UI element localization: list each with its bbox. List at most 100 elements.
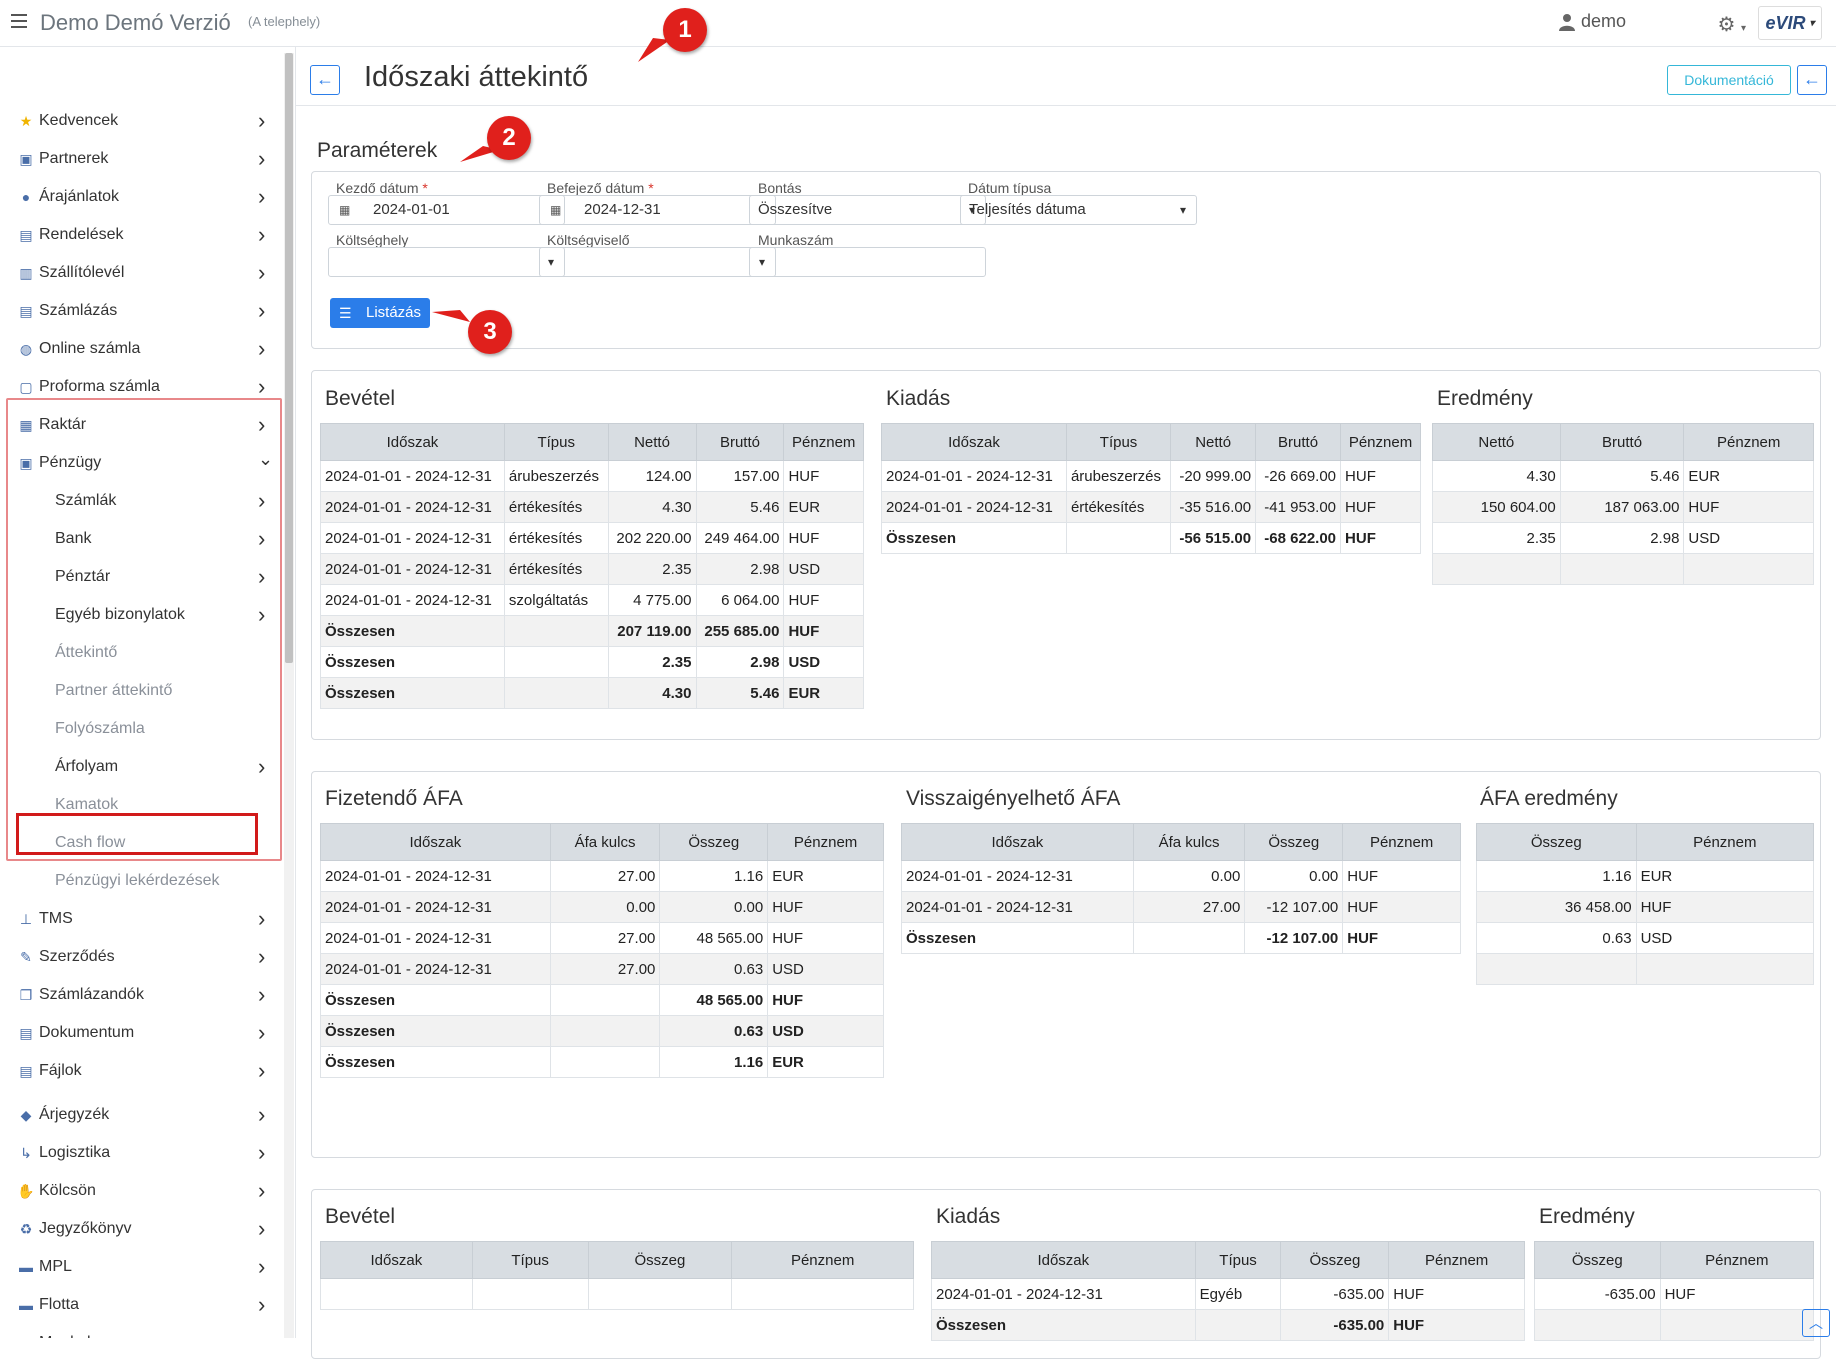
table-cell: 0.00 (659, 891, 769, 923)
column-header: Összeg (659, 823, 769, 861)
gear-icon[interactable]: ⚙ ▾ (1717, 14, 1746, 36)
sidebar-item-11[interactable]: Számlák › (0, 482, 282, 520)
sidebar-scrollbar[interactable] (284, 53, 294, 1338)
table-row: Összesen 1.16 EUR (320, 1046, 884, 1078)
sidebar-item-28[interactable]: ↳ Logisztika › (0, 1134, 282, 1172)
table-cell: 2024-01-01 - 2024-12-31 (901, 860, 1134, 892)
logo[interactable]: eVIR ▾ (1758, 6, 1822, 40)
column-header: Típus (503, 423, 609, 461)
sidebar-item-6[interactable]: ▤ Számlázás › (0, 292, 282, 330)
scroll-to-top-button[interactable]: ︿ (1802, 1309, 1830, 1337)
sidebar-item-16[interactable]: Partner áttekintő (0, 672, 282, 710)
start-date-input[interactable]: ▦ 2024-01-01 (328, 195, 565, 225)
cost-bearer-select[interactable]: ▾ (539, 247, 776, 277)
date-type-select[interactable]: Teljesítés dátuma ▾ (960, 195, 1197, 225)
sidebar-item-label: Kölcsön (39, 1182, 96, 1199)
sidebar-item-13[interactable]: Pénztár › (0, 558, 282, 596)
chevron-down-icon: ▾ (968, 203, 975, 217)
chevron-right-icon: › (258, 488, 266, 513)
table-cell: 0.63 (1476, 922, 1637, 954)
sidebar-item-31[interactable]: ▬ MPL › (0, 1248, 282, 1286)
sidebar-item-8[interactable]: ▢ Proforma számla › (0, 368, 282, 406)
list-button[interactable]: ☰ Listázás (330, 298, 430, 328)
sidebar-item-7[interactable]: ◍ Online számla › (0, 330, 282, 368)
table-cell: 48 565.00 (659, 984, 769, 1016)
sidebar-item-21[interactable]: Pénzügyi lekérdezések (0, 862, 282, 900)
sidebar-item-18[interactable]: Árfolyam › (0, 748, 282, 786)
header-back-button[interactable]: ← (1797, 65, 1827, 95)
sidebar-item-14[interactable]: Egyéb bizonylatok › (0, 596, 282, 634)
table-cell: HUF (1683, 491, 1814, 523)
chevron-right-icon: › (258, 1292, 266, 1317)
callout-2: 2 (487, 116, 531, 160)
table-cell: USD (783, 646, 864, 678)
end-date-input[interactable]: ▦ 2024-12-31 (539, 195, 776, 225)
payable-vat-title: Fizetendő ÁFA (325, 787, 463, 810)
sidebar: ★ Kedvencek › ▣ Partnerek › ● Árajánlatok › ▤ Rend… (0, 47, 296, 1338)
sidebar-item-32[interactable]: ▬ Flotta › (0, 1286, 282, 1324)
sidebar-item-12[interactable]: Bank › (0, 520, 282, 558)
sidebar-item-22[interactable]: ⊥ TMS › (0, 900, 282, 938)
payable-vat-table: Időszak Áfa kulcs Összeg Pénznem 2024-01-01 … (320, 823, 884, 1078)
sidebar-item-33[interactable]: ▥ Munkalap › (0, 1324, 282, 1338)
back-button[interactable]: ← (310, 65, 340, 95)
sidebar-item-9[interactable]: ▦ Raktár › (0, 406, 282, 444)
table-row: 36 458.00 HUF (1476, 891, 1815, 923)
list-icon: ☰ (339, 305, 352, 321)
table-row: 2024-01-01 - 2024-12-31 Egyéb -635.00 HUF (931, 1278, 1525, 1310)
user-name: demo (1580, 11, 1626, 31)
sidebar-item-label: TMS (39, 910, 73, 927)
table-row: 2024-01-01 - 2024-12-31 árubeszerzés -20 9… (881, 460, 1421, 492)
sidebar-item-24[interactable]: ❐ Számlázandók › (0, 976, 282, 1014)
column-header: Pénznem (731, 1241, 914, 1279)
sidebar-item-27[interactable]: ◆ Árjegyzék › (0, 1096, 282, 1134)
sidebar-item-15[interactable]: Áttekintő (0, 634, 282, 672)
table-row: Összesen 2.35 2.98 USD (320, 646, 864, 678)
work-number-input[interactable] (749, 247, 986, 277)
table-cell: 2024-01-01 - 2024-12-31 (931, 1278, 1196, 1310)
file-image-icon: ▤ (19, 1062, 33, 1079)
cost-center-select[interactable]: ▾ (328, 247, 565, 277)
table-cell (1534, 1309, 1661, 1341)
table-row: 2024-01-01 - 2024-12-31 27.00 -12 107.00 HU… (901, 891, 1461, 923)
sidebar-item-29[interactable]: ✋ Kölcsön › (0, 1172, 282, 1210)
table-row: 2024-01-01 - 2024-12-31 27.00 1.16 EUR (320, 860, 884, 892)
sidebar-item-17[interactable]: Folyószámla (0, 710, 282, 748)
sidebar-item-label: Kedvencek (39, 112, 119, 129)
column-header: Összeg (587, 1241, 733, 1279)
sidebar-item-19[interactable]: Kamatok (0, 786, 282, 824)
user-menu[interactable]: demo (1558, 11, 1626, 32)
sidebar-scrollbar-thumb[interactable] (285, 53, 293, 663)
table-cell: HUF (1635, 891, 1815, 923)
documentation-button[interactable]: Dokumentáció (1667, 65, 1791, 95)
table-row: 2.35 2.98 USD (1432, 522, 1814, 554)
column-header: Nettó (1432, 423, 1561, 461)
sidebar-item-label: Bank (55, 530, 92, 547)
sidebar-item-5[interactable]: ▥ Szállítólevél › (0, 254, 282, 292)
chevron-right-icon: › (258, 412, 266, 437)
penzugyi-lekerdezesek-highlight-box (16, 813, 258, 855)
table-cell: HUF (767, 984, 884, 1016)
table-row: Összesen -56 515.00 -68 622.00 HUF (881, 522, 1421, 554)
sidebar-item-23[interactable]: ✎ Szerződés › (0, 938, 282, 976)
table-cell: 1.16 (659, 1046, 769, 1078)
sidebar-item-3[interactable]: ● Árajánlatok › (0, 178, 282, 216)
chevron-right-icon: › (258, 184, 266, 209)
sidebar-item-25[interactable]: ▤ Dokumentum › (0, 1014, 282, 1052)
sidebar-item-26[interactable]: ▤ Fájlok › (0, 1052, 282, 1090)
page-title: Időszaki áttekintő (364, 61, 589, 93)
sidebar-item-20[interactable]: Cash flow (0, 824, 282, 862)
table-cell: -12 107.00 (1244, 891, 1344, 923)
table-cell: Összesen (320, 615, 505, 647)
sidebar-item-30[interactable]: ♻ Jegyzőkönyv › (0, 1210, 282, 1248)
sidebar-item-4[interactable]: ▤ Rendelések › (0, 216, 282, 254)
sidebar-item-2[interactable]: ▣ Partnerek › (0, 140, 282, 178)
hamburger-menu-icon[interactable] (11, 14, 27, 28)
result-table: Nettó Bruttó Pénznem 4.30 5.46 EUR 150 604.00 1… (1432, 423, 1814, 585)
table-row: Összesen 207 119.00 255 685.00 HUF (320, 615, 864, 647)
sidebar-item-1[interactable]: ★ Kedvencek › (0, 102, 282, 140)
sidebar-item-10[interactable]: ▣ Pénzügy ⌄ (0, 444, 282, 482)
table-cell: HUF (1388, 1309, 1525, 1341)
column-header: Áfa kulcs (1132, 823, 1246, 861)
split-select[interactable]: Összesítve ▾ (749, 195, 986, 225)
